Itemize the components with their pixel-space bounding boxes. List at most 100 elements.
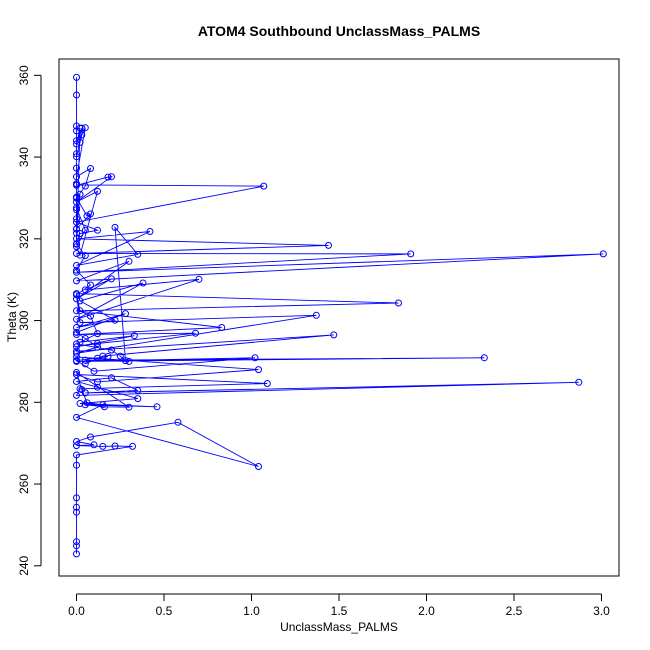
series-points-group <box>73 73 607 558</box>
data-point <box>76 338 84 346</box>
data-point <box>330 331 338 339</box>
data-point <box>260 182 268 190</box>
data-point <box>73 235 80 243</box>
data-point <box>108 275 115 283</box>
data-point <box>94 187 101 195</box>
x-tick-label: 0.0 <box>68 604 85 618</box>
y-axis-label: Theta (K) <box>5 292 19 342</box>
x-tick-label: 2.5 <box>506 604 523 618</box>
data-point <box>73 328 80 336</box>
data-point <box>146 228 154 235</box>
data-point <box>125 257 133 265</box>
series-line-group <box>74 77 604 554</box>
data-point <box>73 150 80 158</box>
data-point <box>76 230 84 237</box>
data-point <box>83 212 91 220</box>
data-point <box>73 353 80 361</box>
y-tick-label: 340 <box>17 147 31 167</box>
data-point <box>73 194 80 202</box>
data-point <box>81 182 89 190</box>
data-point <box>116 352 124 360</box>
data-point <box>263 380 271 387</box>
data-point <box>94 378 101 386</box>
data-point <box>125 357 133 365</box>
data-point <box>73 137 80 145</box>
data-point <box>255 463 262 470</box>
data-point <box>251 354 259 362</box>
data-point <box>81 360 89 368</box>
data-point <box>73 307 80 315</box>
data-point <box>108 374 115 382</box>
data-point <box>81 124 89 132</box>
data-point <box>81 335 89 342</box>
data-point <box>130 332 138 340</box>
data-point <box>73 240 80 248</box>
x-axis: 0.0 0.5 1.0 1.5 2.0 2.5 3.0 <box>68 593 610 618</box>
data-point <box>104 173 112 181</box>
data-point <box>73 349 80 357</box>
data-point <box>480 354 488 362</box>
data-point <box>83 399 91 407</box>
data-point <box>94 340 101 347</box>
data-point <box>395 299 402 307</box>
data-point <box>134 395 142 403</box>
x-tick-label: 0.5 <box>156 604 173 618</box>
data-point <box>73 451 80 459</box>
data-point <box>255 366 262 374</box>
data-point <box>73 181 80 189</box>
data-point <box>73 173 80 181</box>
data-point <box>73 91 80 99</box>
data-point <box>73 391 80 399</box>
data-point <box>81 252 89 260</box>
y-tick-label: 300 <box>17 310 31 330</box>
plot-frame <box>58 58 620 577</box>
data-point <box>73 442 80 450</box>
data-point <box>104 353 112 360</box>
data-point <box>81 286 89 294</box>
data-point <box>90 441 98 449</box>
data-point <box>73 250 80 257</box>
data-point <box>94 354 101 362</box>
data-point <box>99 442 107 450</box>
data-point <box>81 401 89 409</box>
y-tick-label: 240 <box>17 555 31 575</box>
data-point <box>78 386 86 394</box>
data-point <box>90 367 98 375</box>
data-point <box>73 550 80 558</box>
data-point <box>325 241 332 249</box>
data-point <box>312 311 320 319</box>
data-point <box>111 316 119 324</box>
data-point <box>94 343 101 351</box>
data-point <box>73 261 80 269</box>
data-point <box>73 243 80 251</box>
y-tick-label: 260 <box>17 474 31 494</box>
data-point <box>76 251 84 259</box>
data-point <box>218 324 226 331</box>
data-point <box>108 173 115 181</box>
x-tick-label: 2.0 <box>418 604 435 618</box>
data-point <box>81 356 89 364</box>
data-point <box>174 418 182 426</box>
x-axis-label: UnclassMass_PALMS <box>280 620 398 634</box>
x-tick-label: 3.0 <box>593 604 610 618</box>
data-point <box>139 279 147 287</box>
data-point <box>73 503 80 511</box>
y-tick-label: 320 <box>17 228 31 248</box>
data-point <box>73 324 80 331</box>
data-point <box>87 165 94 172</box>
series-line <box>74 77 604 554</box>
data-point <box>94 226 101 234</box>
x-tick-label: 1.5 <box>331 604 348 618</box>
data-point <box>73 494 80 502</box>
data-point <box>73 378 80 385</box>
data-point <box>575 378 583 386</box>
data-point <box>76 138 84 146</box>
data-point <box>73 164 80 172</box>
data-point <box>78 131 86 139</box>
data-point <box>73 206 80 214</box>
data-point <box>407 250 415 258</box>
x-tick-label: 1.0 <box>243 604 260 618</box>
data-point <box>153 403 161 411</box>
data-point <box>73 413 80 421</box>
